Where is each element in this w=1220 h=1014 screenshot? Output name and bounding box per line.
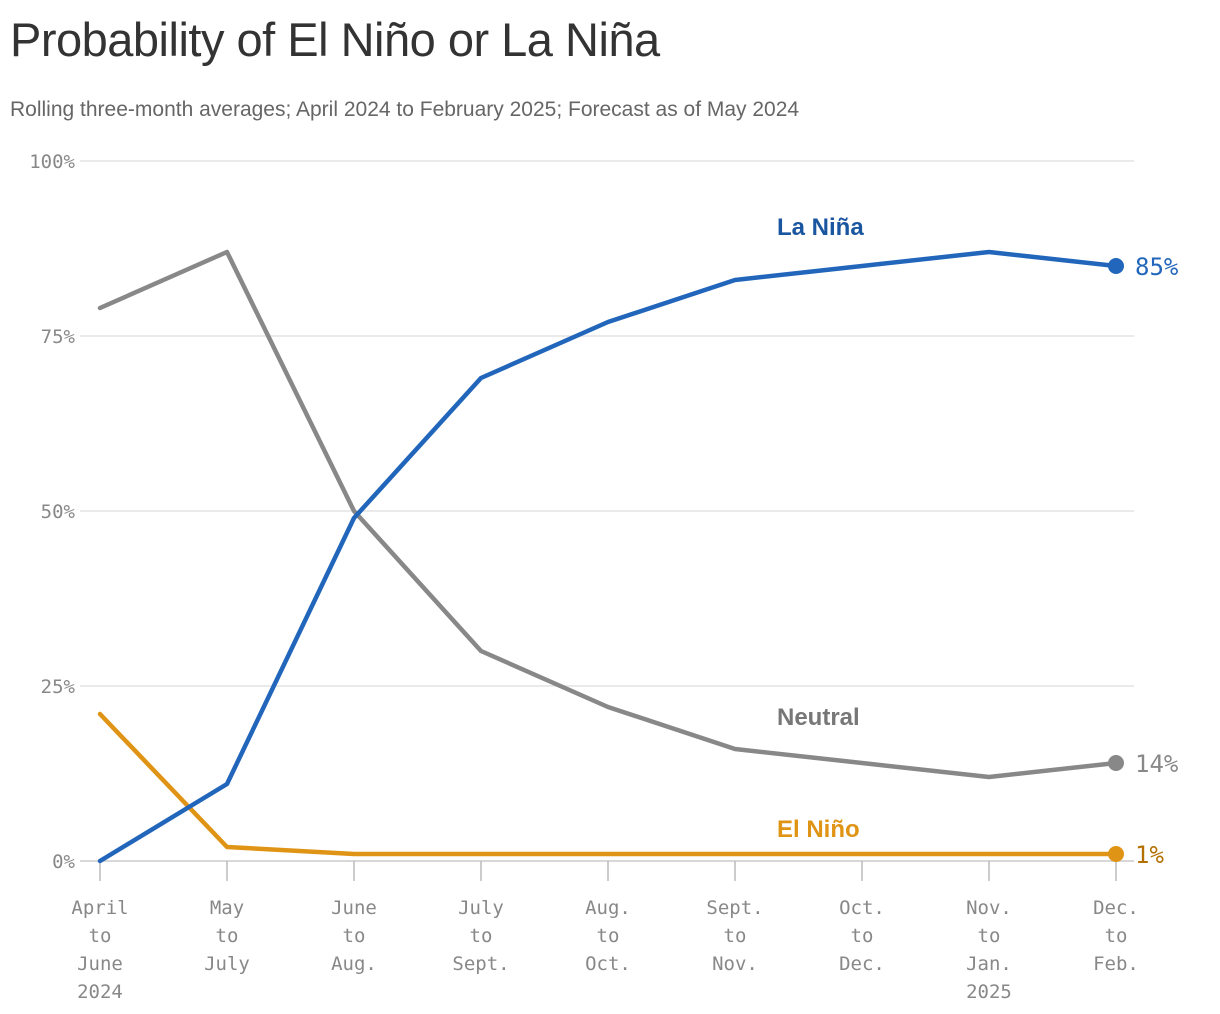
y-axis-ticks: 100% 75% 50% 25% 0% <box>29 151 75 873</box>
series-lines <box>97 249 1124 864</box>
series-line-1 <box>97 249 1119 780</box>
series-end-value-0: 85% <box>1135 253 1179 281</box>
series-name-label-1: Neutral <box>777 704 860 731</box>
series-end-value-2: 1% <box>1135 841 1164 869</box>
chart-subtitle: Rolling three-month averages; April 2024… <box>10 98 800 121</box>
grid-lines <box>80 160 1134 862</box>
chart-title: Probability of El Niño or La Niña <box>10 13 660 66</box>
x-tick-label: April to June 2024 <box>71 897 128 1003</box>
x-tick-label: Sept. to Nov. <box>706 897 763 975</box>
series-name-label-2: El Niño <box>777 816 860 843</box>
x-tick-label: Oct. to Dec. <box>839 897 885 975</box>
x-axis: April to June 2024 May to July June to Aug. July to… <box>71 861 1139 1003</box>
series-end-marker-2 <box>1108 846 1124 862</box>
y-tick-label: 75% <box>41 326 76 348</box>
series-line-2 <box>97 711 1119 857</box>
y-tick-label: 0% <box>52 851 75 873</box>
y-tick-label: 25% <box>41 676 76 698</box>
x-tick-label: June to Aug. <box>331 897 377 975</box>
x-tick-label: July to Sept. <box>452 897 509 975</box>
x-tick-label: May to July <box>204 897 250 975</box>
series-end-marker-1 <box>1108 755 1124 771</box>
series-labels: 14% 1% 85% La Niña Neutral El Niño <box>777 214 1179 869</box>
series-end-marker-0 <box>1108 258 1124 274</box>
y-tick-label: 100% <box>29 151 75 173</box>
y-tick-label: 50% <box>41 501 76 523</box>
series-line-0 <box>97 249 1119 864</box>
series-name-label-0: La Niña <box>777 214 864 241</box>
x-tick-label: Aug. to Oct. <box>585 897 631 975</box>
x-tick-label: Nov. to Jan. 2025 <box>966 897 1012 1003</box>
series-end-value-1: 14% <box>1135 750 1179 778</box>
x-tick-label: Dec. to Feb. <box>1093 897 1139 975</box>
